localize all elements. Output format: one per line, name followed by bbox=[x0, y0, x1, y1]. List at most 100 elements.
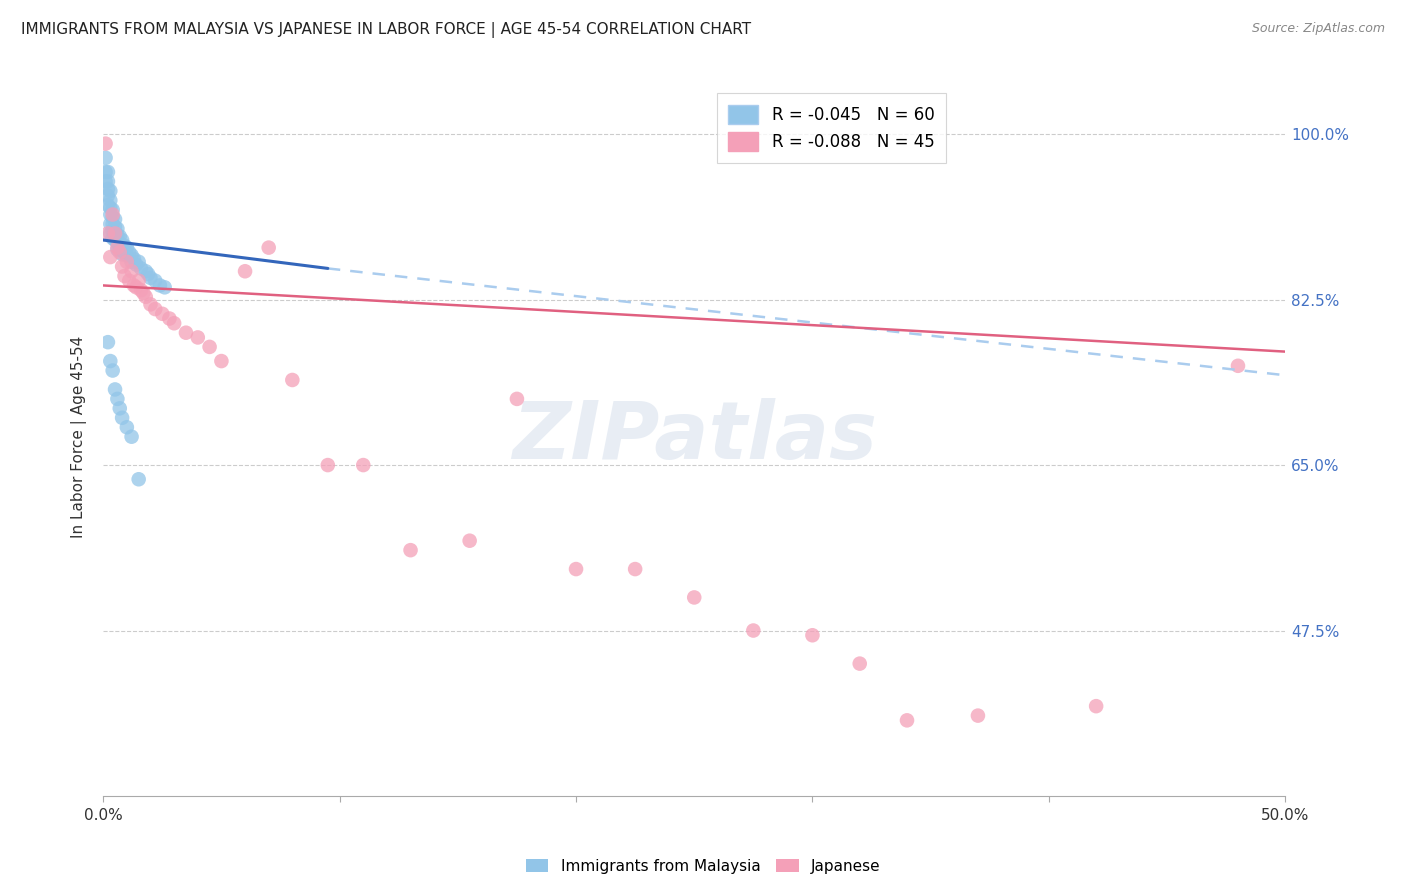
Point bbox=[98, 201, 121, 215]
Point bbox=[101, 202, 124, 217]
Point bbox=[150, 307, 173, 321]
Point bbox=[135, 290, 157, 304]
Text: ZIPatlas: ZIPatlas bbox=[512, 398, 877, 475]
Point bbox=[118, 245, 141, 260]
Point bbox=[125, 280, 148, 294]
Point bbox=[118, 274, 141, 288]
Legend: Immigrants from Malaysia, Japanese: Immigrants from Malaysia, Japanese bbox=[519, 853, 887, 880]
Point bbox=[97, 198, 120, 212]
Point bbox=[121, 430, 143, 444]
Point bbox=[624, 562, 647, 576]
Point bbox=[104, 227, 127, 241]
Point bbox=[565, 562, 588, 576]
Point bbox=[139, 297, 162, 311]
Point bbox=[105, 228, 128, 243]
Point bbox=[115, 255, 138, 269]
Point bbox=[105, 243, 128, 257]
Point bbox=[128, 255, 150, 269]
Point bbox=[101, 211, 124, 225]
Point bbox=[101, 217, 124, 231]
Point bbox=[129, 261, 152, 276]
Point bbox=[105, 235, 128, 250]
Point bbox=[97, 182, 120, 196]
Point bbox=[121, 255, 143, 269]
Point bbox=[149, 278, 172, 293]
Point bbox=[896, 714, 918, 728]
Point bbox=[352, 458, 374, 472]
Point bbox=[104, 383, 127, 397]
Point bbox=[115, 420, 138, 434]
Legend: R = -0.045   N = 60, R = -0.088   N = 45: R = -0.045 N = 60, R = -0.088 N = 45 bbox=[717, 93, 946, 163]
Point bbox=[121, 248, 143, 262]
Point bbox=[108, 235, 131, 250]
Point bbox=[111, 410, 134, 425]
Point bbox=[848, 657, 870, 671]
Point bbox=[101, 224, 124, 238]
Point bbox=[122, 278, 145, 293]
Point bbox=[114, 238, 136, 252]
Point bbox=[105, 221, 128, 235]
Point bbox=[128, 274, 150, 288]
Point bbox=[115, 241, 138, 255]
Point bbox=[108, 229, 131, 244]
Point bbox=[97, 174, 120, 188]
Point bbox=[98, 250, 121, 264]
Point bbox=[801, 628, 824, 642]
Text: Source: ZipAtlas.com: Source: ZipAtlas.com bbox=[1251, 22, 1385, 36]
Point bbox=[1226, 359, 1249, 373]
Point bbox=[233, 264, 256, 278]
Point bbox=[114, 268, 136, 283]
Point bbox=[143, 301, 166, 316]
Point bbox=[98, 184, 121, 198]
Point bbox=[281, 373, 304, 387]
Point bbox=[139, 271, 162, 285]
Point bbox=[111, 247, 134, 261]
Point bbox=[129, 283, 152, 297]
Point bbox=[105, 241, 128, 255]
Point bbox=[506, 392, 529, 406]
Point bbox=[108, 243, 131, 257]
Point bbox=[111, 260, 134, 274]
Point bbox=[104, 233, 127, 247]
Point bbox=[104, 227, 127, 241]
Point bbox=[128, 472, 150, 486]
Point bbox=[98, 208, 121, 222]
Point bbox=[115, 248, 138, 262]
Point bbox=[683, 591, 706, 605]
Point bbox=[104, 212, 127, 227]
Point bbox=[98, 194, 121, 208]
Point bbox=[97, 165, 120, 179]
Point bbox=[101, 231, 124, 245]
Point bbox=[399, 543, 422, 558]
Point bbox=[98, 227, 121, 241]
Point bbox=[257, 241, 280, 255]
Point bbox=[98, 354, 121, 368]
Point bbox=[104, 219, 127, 234]
Point bbox=[101, 208, 124, 222]
Point bbox=[742, 624, 765, 638]
Point bbox=[157, 311, 180, 326]
Point bbox=[97, 188, 120, 202]
Point bbox=[174, 326, 197, 340]
Point bbox=[967, 708, 990, 723]
Point bbox=[135, 264, 157, 278]
Text: IMMIGRANTS FROM MALAYSIA VS JAPANESE IN LABOR FORCE | AGE 45-54 CORRELATION CHAR: IMMIGRANTS FROM MALAYSIA VS JAPANESE IN … bbox=[21, 22, 751, 38]
Point bbox=[1085, 699, 1108, 714]
Point bbox=[143, 274, 166, 288]
Point bbox=[187, 330, 209, 344]
Point bbox=[105, 392, 128, 406]
Point bbox=[316, 458, 339, 472]
Point bbox=[458, 533, 481, 548]
Point bbox=[122, 252, 145, 266]
Point bbox=[132, 285, 155, 300]
Point bbox=[94, 174, 117, 188]
Point bbox=[94, 151, 117, 165]
Point bbox=[209, 354, 232, 368]
Y-axis label: In Labor Force | Age 45-54: In Labor Force | Age 45-54 bbox=[72, 335, 87, 538]
Point bbox=[108, 401, 131, 416]
Point bbox=[163, 316, 186, 330]
Point bbox=[98, 217, 121, 231]
Point bbox=[121, 264, 143, 278]
Point bbox=[125, 258, 148, 272]
Point bbox=[136, 267, 159, 281]
